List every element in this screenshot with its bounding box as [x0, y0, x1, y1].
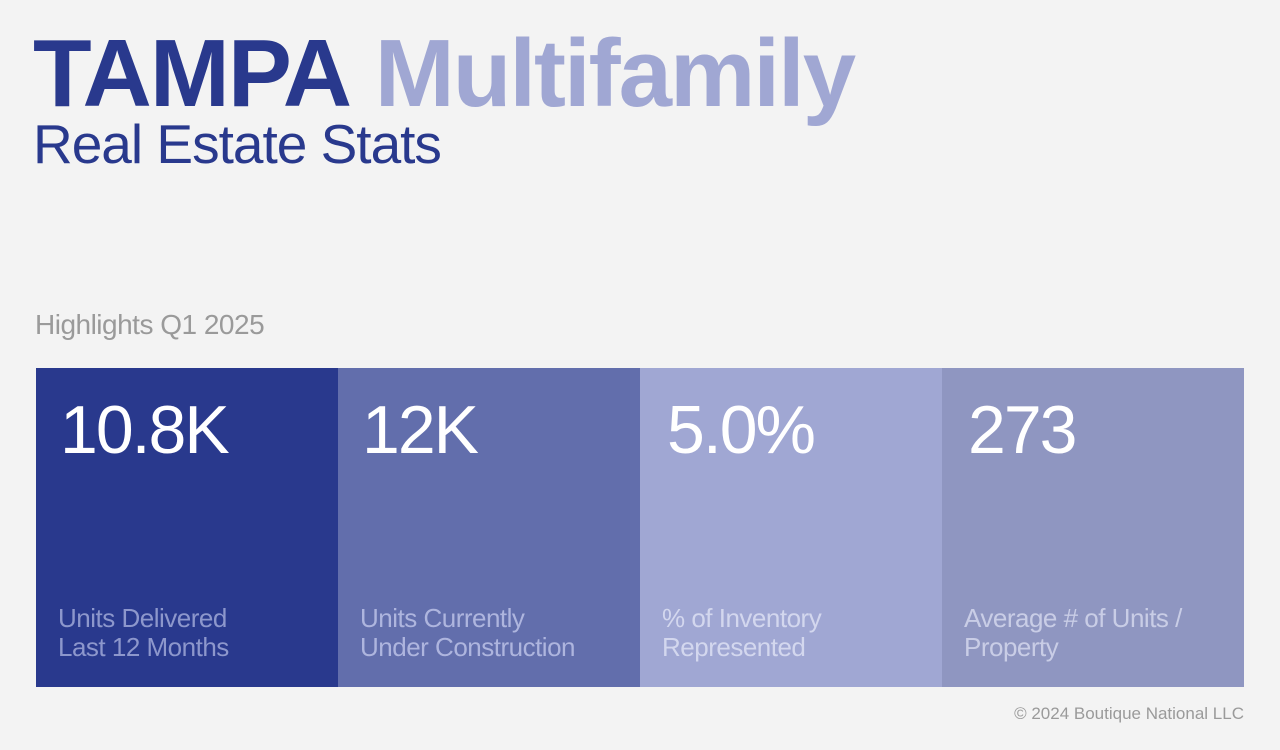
stat-label: Average # of Units / Property: [964, 604, 1234, 662]
stat-label: Units Delivered Last 12 Months: [58, 604, 328, 662]
stat-label-line: Last 12 Months: [58, 632, 229, 662]
page-subtitle: Real Estate Stats: [33, 113, 442, 175]
section-label: Highlights Q1 2025: [35, 309, 265, 340]
title-city: TAMPA: [33, 20, 352, 127]
stat-label-line: Units Delivered: [58, 603, 227, 633]
copyright-notice: © 2024 Boutique National LLC: [1014, 704, 1244, 723]
stat-label-line: Under Construction: [360, 632, 576, 662]
page-title: TAMPA Multifamily: [33, 20, 856, 128]
stat-label: % of Inventory Represented: [662, 604, 932, 662]
stat-value: 273: [968, 392, 1077, 468]
stat-label-line: Units Currently: [360, 603, 525, 633]
stat-label: Units Currently Under Construction: [360, 604, 630, 662]
stat-value: 10.8K: [60, 392, 230, 468]
stat-card-inventory-represented: 5.0% % of Inventory Represented: [640, 368, 942, 687]
stat-value: 5.0%: [667, 392, 816, 468]
stat-label-line: Represented: [662, 632, 806, 662]
stat-label-line: Property: [964, 632, 1059, 662]
stats-cards: 10.8K Units Delivered Last 12 Months 12K…: [36, 368, 1244, 687]
stat-label-line: Average # of Units /: [964, 603, 1182, 633]
stat-card-units-delivered: 10.8K Units Delivered Last 12 Months: [36, 368, 338, 687]
stat-label-line: % of Inventory: [662, 603, 822, 633]
stat-value: 12K: [362, 392, 479, 468]
stat-card-under-construction: 12K Units Currently Under Construction: [338, 368, 640, 687]
title-property-type: Multifamily: [374, 20, 856, 127]
stat-card-average-units: 273 Average # of Units / Property: [942, 368, 1244, 687]
